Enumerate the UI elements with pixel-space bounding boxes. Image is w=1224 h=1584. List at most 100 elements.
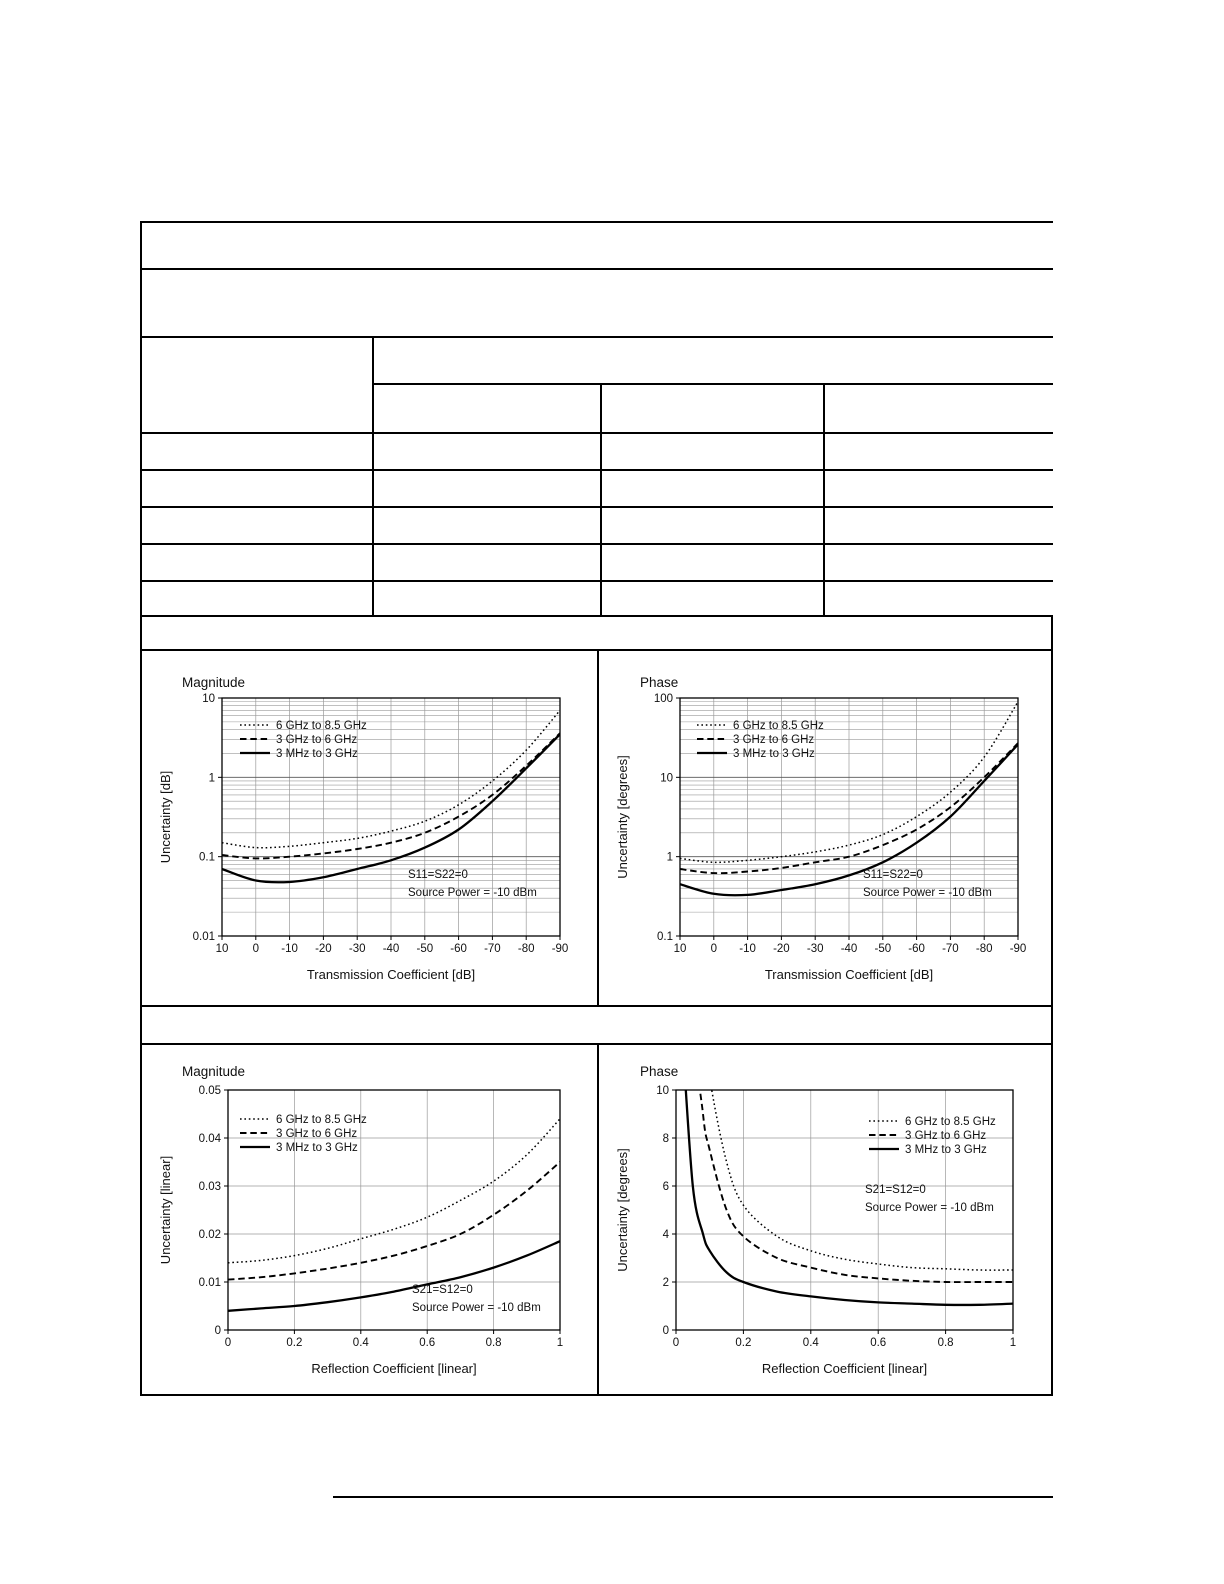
svg-text:0.02: 0.02 <box>199 1229 221 1241</box>
svg-text:-40: -40 <box>841 943 858 955</box>
svg-text:Source Power = -10 dBm: Source Power = -10 dBm <box>408 887 537 899</box>
svg-text:1: 1 <box>209 772 215 784</box>
svg-text:0.1: 0.1 <box>657 931 673 943</box>
svg-text:3 GHz to 6 GHz: 3 GHz to 6 GHz <box>276 1128 357 1140</box>
table-cell <box>140 221 1053 268</box>
svg-text:3 MHz to 3 GHz: 3 MHz to 3 GHz <box>276 1142 358 1154</box>
svg-text:S11=S22=0: S11=S22=0 <box>408 869 468 881</box>
svg-text:0: 0 <box>253 943 259 955</box>
svg-text:0: 0 <box>673 1337 679 1349</box>
svg-text:1: 1 <box>557 1337 563 1349</box>
svg-text:-40: -40 <box>383 943 400 955</box>
chart-box-divider <box>597 651 599 1005</box>
svg-text:Uncertainty [dB]: Uncertainty [dB] <box>158 771 173 864</box>
table-cell <box>823 506 1053 543</box>
transmission-charts-box <box>140 649 1053 1007</box>
svg-text:Phase: Phase <box>640 1064 678 1079</box>
table-cell <box>372 543 600 580</box>
svg-text:-50: -50 <box>874 943 891 955</box>
svg-text:10: 10 <box>216 943 229 955</box>
spec-table <box>140 221 1053 617</box>
svg-text:-60: -60 <box>908 943 925 955</box>
svg-text:3 MHz to 3 GHz: 3 MHz to 3 GHz <box>276 748 358 760</box>
svg-text:10: 10 <box>202 693 215 705</box>
svg-text:3 GHz to 6 GHz: 3 GHz to 6 GHz <box>733 734 814 746</box>
table-cell <box>600 383 823 432</box>
section-band-transmission <box>140 615 1053 651</box>
table-cell <box>140 469 372 506</box>
table-cell <box>372 506 600 543</box>
svg-text:-10: -10 <box>739 943 756 955</box>
svg-text:Phase: Phase <box>640 675 678 690</box>
svg-text:100: 100 <box>654 693 673 705</box>
table-cell <box>140 543 372 580</box>
svg-text:10: 10 <box>674 943 687 955</box>
svg-text:4: 4 <box>663 1229 670 1241</box>
table-cell <box>823 383 1053 432</box>
footer-rule <box>333 1496 1053 1498</box>
svg-text:3 MHz to 3 GHz: 3 MHz to 3 GHz <box>733 748 815 760</box>
svg-text:3 GHz to 6 GHz: 3 GHz to 6 GHz <box>905 1130 986 1142</box>
svg-text:Transmission Coefficient [dB]: Transmission Coefficient [dB] <box>765 967 933 982</box>
svg-text:1: 1 <box>1010 1337 1016 1349</box>
svg-text:3 GHz to 6 GHz: 3 GHz to 6 GHz <box>276 734 357 746</box>
table-cell <box>140 432 372 469</box>
svg-text:0.4: 0.4 <box>353 1337 370 1349</box>
svg-text:0.01: 0.01 <box>199 1277 221 1289</box>
svg-text:8: 8 <box>663 1133 669 1145</box>
svg-text:6 GHz to 8.5 GHz: 6 GHz to 8.5 GHz <box>276 1114 367 1126</box>
svg-text:Uncertainty [linear]: Uncertainty [linear] <box>158 1156 173 1264</box>
table-cell <box>823 432 1053 469</box>
svg-text:-70: -70 <box>484 943 501 955</box>
svg-text:-30: -30 <box>349 943 366 955</box>
svg-text:10: 10 <box>656 1085 669 1097</box>
svg-text:Reflection Coefficient [linear: Reflection Coefficient [linear] <box>311 1361 476 1376</box>
svg-text:0: 0 <box>225 1337 231 1349</box>
svg-text:-90: -90 <box>552 943 569 955</box>
table-cell <box>372 336 1053 383</box>
svg-text:S21=S12=0: S21=S12=0 <box>865 1184 926 1196</box>
svg-text:Magnitude: Magnitude <box>182 1064 245 1079</box>
table-cell <box>372 580 600 617</box>
svg-text:-70: -70 <box>942 943 959 955</box>
svg-text:0.6: 0.6 <box>419 1337 435 1349</box>
svg-text:-60: -60 <box>450 943 467 955</box>
svg-text:-20: -20 <box>315 943 332 955</box>
svg-text:Uncertainty [degrees]: Uncertainty [degrees] <box>615 1148 630 1272</box>
svg-text:-20: -20 <box>773 943 790 955</box>
svg-text:S11=S22=0: S11=S22=0 <box>863 869 923 881</box>
svg-text:-80: -80 <box>518 943 535 955</box>
table-cell <box>600 469 823 506</box>
svg-text:0.03: 0.03 <box>199 1181 221 1193</box>
svg-text:0: 0 <box>215 1325 221 1337</box>
svg-text:2: 2 <box>663 1277 669 1289</box>
chart-reflection-phase: 0 0.2 0.4 0.6 0.8 1 10 8 6 4 2 0 Phase Reflection Coe… <box>615 1064 1016 1376</box>
svg-text:0.8: 0.8 <box>486 1337 502 1349</box>
section-band-reflection <box>140 1005 1053 1045</box>
table-cell <box>823 543 1053 580</box>
svg-text:10: 10 <box>660 772 673 784</box>
svg-text:3 MHz to 3 GHz: 3 MHz to 3 GHz <box>905 1144 987 1156</box>
table-cell <box>600 506 823 543</box>
svg-text:-30: -30 <box>807 943 824 955</box>
svg-text:0.05: 0.05 <box>199 1085 221 1097</box>
svg-text:6 GHz to 8.5 GHz: 6 GHz to 8.5 GHz <box>733 720 824 732</box>
svg-text:Source Power = -10 dBm: Source Power = -10 dBm <box>412 1302 541 1314</box>
reflection-charts-box <box>140 1043 1053 1396</box>
svg-text:-50: -50 <box>416 943 433 955</box>
table-cell <box>372 383 600 432</box>
chart-box-divider <box>597 1045 599 1394</box>
table-cell <box>140 268 1053 336</box>
table-cell <box>140 506 372 543</box>
svg-text:0.2: 0.2 <box>735 1337 751 1349</box>
table-cell <box>823 469 1053 506</box>
svg-text:Magnitude: Magnitude <box>182 675 245 690</box>
svg-text:6 GHz to 8.5 GHz: 6 GHz to 8.5 GHz <box>905 1116 996 1128</box>
svg-text:-10: -10 <box>281 943 298 955</box>
svg-text:1: 1 <box>667 852 673 864</box>
table-cell <box>140 580 372 617</box>
chart-transmission-phase: 10 0 -10 -20 -30 -40 -50 -60 -70 -80 -901001010.1P… <box>615 675 1026 982</box>
svg-text:0.2: 0.2 <box>286 1337 302 1349</box>
svg-text:Source Power = -10 dBm: Source Power = -10 dBm <box>863 887 992 899</box>
